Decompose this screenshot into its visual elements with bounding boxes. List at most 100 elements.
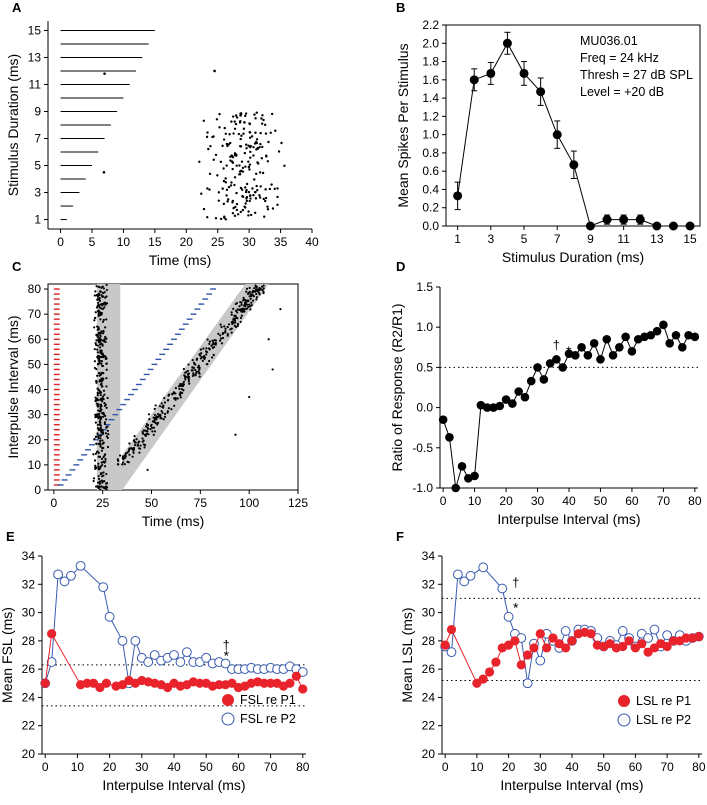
- spike-dot: [283, 164, 286, 167]
- y-tick-label: 1: [34, 213, 41, 227]
- spike-dot: [225, 164, 228, 167]
- panel-letter-A: A: [12, 0, 22, 15]
- spike-dot: [249, 150, 252, 154]
- spike-dot: [104, 357, 107, 360]
- spike-dot: [239, 186, 243, 190]
- x-tick-label: 125: [288, 496, 308, 510]
- spike-dot: [232, 307, 235, 310]
- spike-dot: [202, 207, 206, 211]
- spike-dot: [105, 406, 108, 409]
- x-tick-label: 100: [239, 496, 259, 510]
- spike-dot: [96, 298, 99, 301]
- spike-dot: [263, 215, 266, 218]
- spike-dot: [132, 451, 135, 454]
- spike-dot: [92, 477, 96, 480]
- spike-dot: [234, 122, 238, 126]
- legend-marker-p2: [221, 712, 235, 726]
- spike-dot: [245, 307, 249, 310]
- spike-dot: [217, 191, 221, 194]
- spike-dot: [105, 488, 108, 491]
- spike-dot: [159, 413, 162, 416]
- spike-dot: [153, 413, 156, 416]
- spike-dot: [234, 309, 238, 312]
- spike-dot: [264, 188, 267, 191]
- spike-dot: [101, 364, 104, 367]
- spike-dot: [142, 439, 145, 442]
- data-point: [169, 650, 179, 660]
- spike-dot: [280, 141, 283, 145]
- spike-dot: [102, 474, 105, 477]
- data-point: [624, 636, 634, 646]
- data-point: [615, 343, 624, 352]
- spike-dot: [244, 190, 248, 194]
- data-point: [452, 569, 463, 580]
- spike-dot: [143, 433, 147, 437]
- spike-dot: [231, 155, 235, 159]
- spike-dot: [220, 342, 224, 345]
- spike-dot: [238, 308, 241, 311]
- spike-dot: [148, 418, 151, 421]
- spike-dot: [100, 313, 103, 316]
- spike-dot: [104, 335, 107, 339]
- spike-dot: [96, 423, 99, 426]
- spike-dot: [158, 405, 162, 408]
- spike-dot: [255, 138, 259, 141]
- data-point: [98, 582, 109, 593]
- spike-dot: [221, 332, 224, 336]
- spike-dot: [232, 115, 235, 118]
- x-tick-label: 70: [264, 760, 278, 774]
- data-point: [503, 611, 514, 622]
- spike-dot: [208, 348, 211, 351]
- spike-dot: [138, 451, 141, 454]
- spike-dot: [195, 372, 198, 375]
- spike-dot: [92, 453, 95, 456]
- x-tick-label: 80: [688, 494, 702, 508]
- spike-dot: [187, 378, 191, 381]
- spike-dot: [261, 288, 264, 292]
- spike-dot: [251, 299, 255, 302]
- data-point: [143, 657, 154, 667]
- data-point: [694, 632, 704, 642]
- spike-dot: [200, 192, 203, 195]
- spike-dot: [192, 366, 195, 369]
- spike-dot: [236, 311, 239, 314]
- spike-dot: [131, 455, 134, 458]
- y-axis-label: Ratio of Response (R2/R1): [389, 303, 405, 471]
- spike-dot: [100, 449, 104, 452]
- data-point: [501, 395, 511, 404]
- spike-dot: [97, 416, 100, 420]
- spike-dot: [237, 132, 241, 136]
- spike-dot: [224, 181, 228, 184]
- spike-dot: [219, 337, 223, 340]
- data-point: [529, 643, 539, 653]
- spike-dot: [245, 287, 249, 290]
- spike-dot: [244, 202, 247, 205]
- x-axis-label: Time (ms): [142, 513, 204, 529]
- legend-marker-p1: [618, 695, 630, 707]
- spike-dot: [96, 344, 99, 347]
- data-point: [40, 678, 50, 688]
- data-point: [453, 191, 463, 201]
- y-tick-label: 26: [22, 662, 36, 676]
- spike-dot: [221, 187, 224, 190]
- spike-dot: [249, 197, 252, 200]
- spike-dot: [101, 307, 105, 310]
- spike-dot: [163, 396, 166, 400]
- y-tick-label: 60: [28, 332, 42, 346]
- spike-dot: [104, 485, 108, 488]
- data-point: [495, 401, 505, 411]
- spike-dot: [103, 422, 106, 426]
- spike-dot: [211, 135, 214, 139]
- x-tick-label: 10: [470, 760, 484, 774]
- data-point: [46, 657, 57, 667]
- spike-dot: [248, 303, 251, 306]
- spike-dot: [234, 321, 237, 324]
- data-point: [668, 636, 679, 646]
- spike-dot: [198, 375, 201, 378]
- spike-dot: [232, 206, 235, 210]
- annotation-text: Level = +20 dB: [580, 85, 664, 99]
- spike-dot: [251, 290, 254, 294]
- spike-dot: [258, 146, 261, 149]
- data-point: [181, 647, 192, 658]
